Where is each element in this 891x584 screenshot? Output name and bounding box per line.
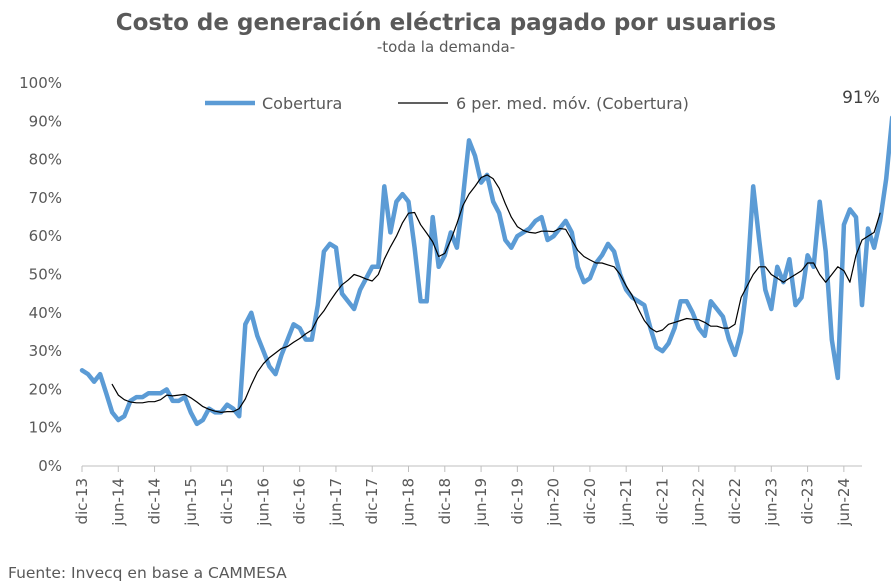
y-tick-label: 60% (29, 227, 62, 245)
x-tick-label: jun-17 (327, 478, 345, 527)
x-tick-label: dic-15 (218, 478, 236, 524)
legend-label-moving-average: 6 per. med. móv. (Cobertura) (456, 94, 689, 113)
x-tick-label: dic-14 (146, 478, 164, 524)
x-tick-label: jun-21 (617, 478, 635, 527)
x-tick-label: dic-21 (653, 478, 671, 524)
x-tick-label: dic-17 (363, 478, 381, 524)
x-tick-label: dic-13 (73, 478, 91, 524)
x-tick-label: jun-22 (690, 478, 708, 527)
y-tick-label: 10% (29, 419, 62, 437)
x-tick-label: jun-16 (254, 478, 272, 527)
x-tick-label: jun-14 (109, 478, 127, 527)
y-tick-label: 30% (29, 342, 62, 360)
series-line-cobertura (79, 115, 891, 427)
y-tick-label: 80% (29, 151, 62, 169)
y-tick-label: 70% (29, 189, 62, 207)
x-tick-label: jun-20 (545, 478, 563, 527)
x-tick-label: jun-19 (472, 478, 490, 527)
source-note: Fuente: Invecq en base a CAMMESA (8, 564, 287, 582)
annotation-last-value: 91% (842, 88, 880, 108)
chart-title: Costo de generación eléctrica pagado por… (116, 10, 776, 36)
chart-subtitle: -toda la demanda- (377, 38, 515, 56)
y-tick-label: 90% (29, 112, 62, 130)
y-tick-label: 0% (38, 457, 62, 475)
series-layer (79, 115, 891, 427)
legend-label-cobertura: Cobertura (262, 94, 342, 113)
y-tick-label: 50% (29, 266, 62, 284)
x-tick-label: dic-20 (581, 478, 599, 524)
y-tick-label: 100% (19, 74, 62, 92)
x-tick-label: dic-22 (726, 478, 744, 524)
legend: Cobertura 6 per. med. móv. (Cobertura) (205, 94, 689, 113)
x-tick-label: dic-18 (436, 478, 454, 524)
x-tick-label: jun-24 (835, 478, 853, 527)
x-tick-label: dic-19 (508, 478, 526, 524)
y-tick-label: 20% (29, 380, 62, 398)
x-tick-label: jun-15 (182, 478, 200, 527)
y-axis: 0% 10% 20% 30% 40% 50% 60% 70% 80% 90% 100% (19, 74, 62, 475)
y-tick-label: 40% (29, 304, 62, 322)
x-tick-label: jun-18 (400, 478, 418, 527)
series-line-moving-average (111, 174, 881, 413)
x-tick-label: jun-23 (762, 478, 780, 527)
x-axis: dic-13 jun-14 dic-14 jun-15 dic-15 jun-16 dic-… (73, 465, 862, 527)
x-tick-label: dic-16 (291, 478, 309, 524)
x-tick-label: dic-23 (799, 478, 817, 524)
